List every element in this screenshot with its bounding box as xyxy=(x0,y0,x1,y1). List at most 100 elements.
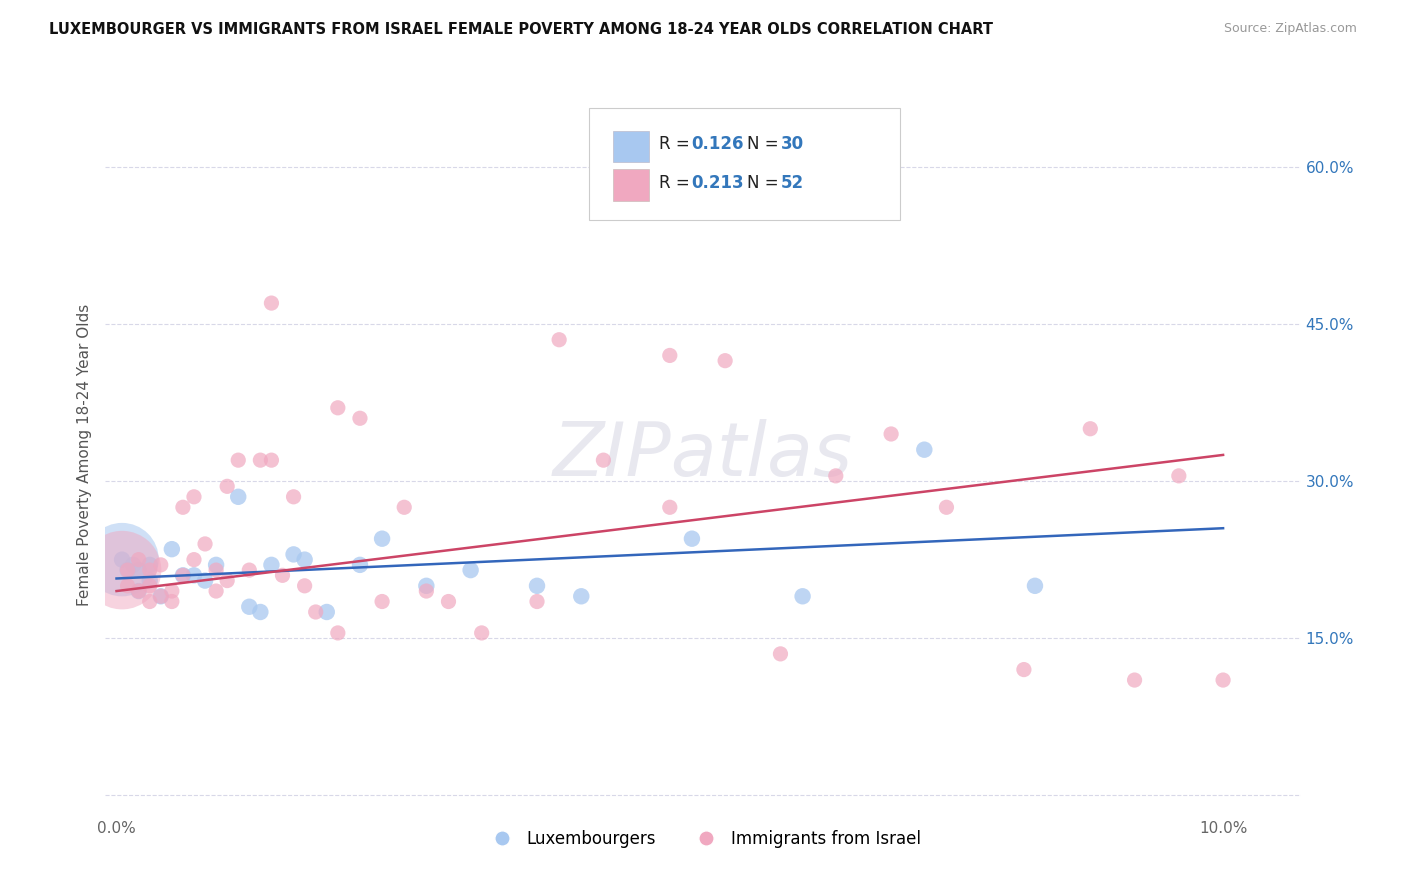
Point xyxy=(415,584,437,599)
Point xyxy=(183,568,205,582)
Point xyxy=(117,579,139,593)
Point xyxy=(217,479,239,493)
Point xyxy=(349,558,371,572)
Point xyxy=(294,579,316,593)
Point xyxy=(194,537,217,551)
Point xyxy=(548,333,571,347)
Point xyxy=(315,605,337,619)
Point xyxy=(371,594,394,608)
Point xyxy=(349,411,371,425)
Point xyxy=(111,552,134,566)
Point xyxy=(260,296,283,310)
Text: Source: ZipAtlas.com: Source: ZipAtlas.com xyxy=(1223,22,1357,36)
Point xyxy=(371,532,394,546)
Point xyxy=(183,490,205,504)
Point xyxy=(305,605,328,619)
Point xyxy=(271,568,294,582)
Point xyxy=(824,468,846,483)
Text: 30: 30 xyxy=(780,136,804,153)
Point xyxy=(437,594,460,608)
Point xyxy=(592,453,614,467)
FancyBboxPatch shape xyxy=(589,108,900,220)
Point xyxy=(111,563,134,577)
Point xyxy=(172,500,194,515)
Point xyxy=(792,589,814,603)
Point xyxy=(260,453,283,467)
Point xyxy=(122,558,145,572)
Point xyxy=(128,584,150,599)
Text: 0.213: 0.213 xyxy=(692,174,744,193)
Point xyxy=(117,563,139,577)
Point xyxy=(1078,422,1101,436)
Point xyxy=(205,558,228,572)
Point xyxy=(138,579,160,593)
Point xyxy=(128,584,150,599)
Point xyxy=(226,490,249,504)
Point xyxy=(326,401,349,415)
Point xyxy=(460,563,482,577)
Point xyxy=(769,647,792,661)
Point xyxy=(160,584,183,599)
FancyBboxPatch shape xyxy=(613,169,650,201)
Point xyxy=(205,584,228,599)
Point xyxy=(160,542,183,557)
Y-axis label: Female Poverty Among 18-24 Year Olds: Female Poverty Among 18-24 Year Olds xyxy=(76,304,91,606)
Point xyxy=(1024,579,1046,593)
Point xyxy=(149,558,172,572)
Point xyxy=(138,563,160,577)
Point xyxy=(238,563,260,577)
Point xyxy=(217,574,239,588)
Point xyxy=(149,589,172,603)
Text: LUXEMBOURGER VS IMMIGRANTS FROM ISRAEL FEMALE POVERTY AMONG 18-24 YEAR OLDS CORR: LUXEMBOURGER VS IMMIGRANTS FROM ISRAEL F… xyxy=(49,22,993,37)
Point xyxy=(714,353,737,368)
Point xyxy=(194,574,217,588)
Point xyxy=(526,594,548,608)
Legend: Luxembourgers, Immigrants from Israel: Luxembourgers, Immigrants from Israel xyxy=(478,823,928,855)
Point xyxy=(149,589,172,603)
Point xyxy=(1123,673,1146,687)
Point xyxy=(283,490,305,504)
Point xyxy=(1212,673,1234,687)
Point xyxy=(283,548,305,562)
Text: N =: N = xyxy=(747,174,785,193)
Point xyxy=(260,558,283,572)
Point xyxy=(205,563,228,577)
Text: ZIPatlas: ZIPatlas xyxy=(553,419,853,491)
Point xyxy=(658,500,681,515)
Point xyxy=(912,442,935,457)
Text: R =: R = xyxy=(659,174,695,193)
Point xyxy=(138,558,160,572)
Point xyxy=(1012,663,1035,677)
FancyBboxPatch shape xyxy=(613,130,650,162)
Point xyxy=(415,579,437,593)
Point xyxy=(471,626,494,640)
Point xyxy=(128,552,150,566)
Point xyxy=(138,594,160,608)
Point xyxy=(569,589,592,603)
Point xyxy=(681,532,703,546)
Point xyxy=(1167,468,1189,483)
Point xyxy=(238,599,260,614)
Point xyxy=(526,579,548,593)
Point xyxy=(111,552,134,566)
Point xyxy=(326,626,349,640)
Point xyxy=(160,594,183,608)
Point xyxy=(226,453,249,467)
Point xyxy=(249,453,271,467)
Point xyxy=(172,568,194,582)
Point xyxy=(880,427,903,442)
Point xyxy=(117,563,139,577)
Point xyxy=(294,552,316,566)
Point xyxy=(249,605,271,619)
Point xyxy=(392,500,416,515)
Point xyxy=(172,568,194,582)
Point xyxy=(128,563,150,577)
Point xyxy=(183,552,205,566)
Point xyxy=(138,574,160,588)
Text: 0.126: 0.126 xyxy=(692,136,744,153)
Point xyxy=(935,500,957,515)
Text: N =: N = xyxy=(747,136,785,153)
Text: R =: R = xyxy=(659,136,695,153)
Text: 52: 52 xyxy=(780,174,804,193)
Point xyxy=(658,348,681,362)
